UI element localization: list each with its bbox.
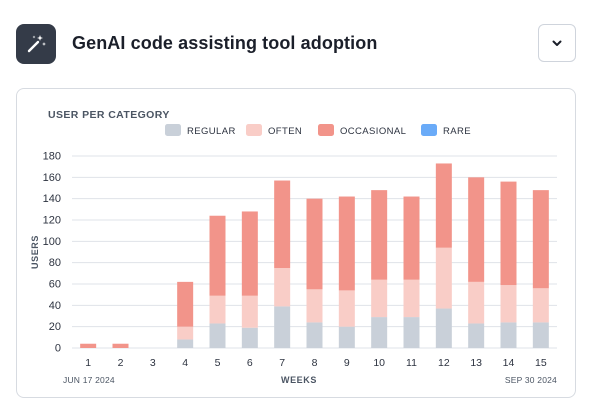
chevron-down-icon: [552, 40, 562, 46]
bar-segment-often[interactable]: [403, 279, 420, 318]
bar-segment-often[interactable]: [274, 268, 291, 307]
collapse-button[interactable]: [538, 24, 576, 62]
bar-segment-regular[interactable]: [177, 339, 194, 348]
bar-segment-occasional[interactable]: [209, 215, 226, 296]
x-end-date-label: SEP 30 2024: [505, 375, 557, 385]
x-tick-label: 14: [503, 357, 515, 369]
legend-label: OCCASIONAL: [340, 126, 406, 137]
bar-segment-regular[interactable]: [500, 322, 517, 348]
legend-item-occasional[interactable]: OCCASIONAL: [318, 124, 406, 137]
bar-segment-occasional[interactable]: [177, 281, 194, 327]
bar-segment-occasional[interactable]: [468, 177, 485, 282]
bar-segment-often[interactable]: [532, 288, 549, 323]
chart-card: USER PER CATEGORY REGULAR OFTEN OCCASIONAL…: [16, 88, 576, 398]
bar-segment-occasional[interactable]: [371, 190, 388, 280]
y-tick-label: 120: [43, 215, 61, 227]
bar-segment-regular[interactable]: [241, 327, 258, 348]
y-tick-label: 60: [49, 279, 61, 291]
bar-segment-regular[interactable]: [209, 323, 226, 348]
y-tick-label: 100: [43, 236, 61, 248]
y-axis-label: USERS: [30, 235, 40, 269]
x-axis-ticks: 1 2 3 4 5 6 7 8 9 10 11 12 13 14 15: [85, 357, 547, 369]
bar-segment-occasional[interactable]: [403, 196, 420, 280]
x-tick-label: 4: [182, 357, 188, 369]
legend-item-often[interactable]: OFTEN: [246, 124, 302, 137]
bar-segment-regular[interactable]: [532, 322, 549, 348]
bar-segment-occasional[interactable]: [500, 181, 517, 286]
x-start-date-label: JUN 17 2024: [63, 375, 115, 385]
legend-swatch: [421, 124, 437, 136]
bar-segment-regular[interactable]: [338, 326, 355, 348]
x-tick-label: 13: [470, 357, 482, 369]
bar-segment-often[interactable]: [371, 279, 388, 318]
y-tick-label: 0: [55, 343, 61, 355]
legend-swatch: [318, 124, 334, 136]
y-tick-label: 40: [49, 300, 61, 312]
x-tick-label: 1: [85, 357, 91, 369]
y-tick-label: 20: [49, 321, 61, 333]
legend-label: REGULAR: [187, 126, 236, 137]
y-axis-ticks: 0 20 40 60 80 100 120 140 160 180: [43, 151, 61, 355]
chart-legend: REGULAR OFTEN OCCASIONAL RARE: [165, 124, 471, 137]
legend-label: OFTEN: [268, 126, 302, 137]
chart-title: USER PER CATEGORY: [48, 109, 170, 121]
widget-title: GenAI code assisting tool adoption: [72, 33, 378, 53]
x-tick-label: 10: [373, 357, 385, 369]
legend-label: RARE: [443, 126, 471, 137]
x-tick-label: 5: [215, 357, 221, 369]
y-tick-label: 140: [43, 193, 61, 205]
bar-segment-often[interactable]: [435, 247, 452, 309]
bar-segment-regular[interactable]: [371, 317, 388, 348]
magic-wand-icon: [16, 24, 56, 64]
bar-segment-regular[interactable]: [306, 322, 323, 348]
bar-segment-occasional[interactable]: [532, 190, 549, 289]
x-axis-label: WEEKS: [281, 375, 317, 385]
bar-segment-often[interactable]: [500, 285, 517, 323]
x-tick-label: 6: [247, 357, 253, 369]
bar-segment-regular[interactable]: [468, 323, 485, 348]
bar-segment-often[interactable]: [468, 281, 485, 324]
bar-segment-occasional[interactable]: [338, 196, 355, 291]
bar-segment-often[interactable]: [306, 289, 323, 323]
x-tick-label: 7: [279, 357, 285, 369]
bar-segment-occasional[interactable]: [435, 163, 452, 248]
bar-segment-occasional[interactable]: [306, 198, 323, 290]
x-tick-label: 9: [344, 357, 350, 369]
x-tick-label: 2: [118, 357, 124, 369]
y-tick-label: 80: [49, 257, 61, 269]
x-tick-label: 8: [312, 357, 318, 369]
x-tick-label: 3: [150, 357, 156, 369]
stacked-bar-chart: USER PER CATEGORY REGULAR OFTEN OCCASIONAL…: [30, 109, 557, 385]
bar-segment-regular[interactable]: [435, 308, 452, 348]
bar-segment-often[interactable]: [209, 295, 226, 324]
bar-segment-often[interactable]: [338, 290, 355, 327]
bar-segment-often[interactable]: [241, 295, 258, 328]
y-tick-label: 180: [43, 151, 61, 163]
widget-header: GenAI code assisting tool adoption: [16, 24, 576, 64]
y-tick-label: 160: [43, 172, 61, 184]
bar-segment-often[interactable]: [177, 326, 194, 340]
bar-segment-occasional[interactable]: [241, 211, 258, 296]
bar-segment-regular[interactable]: [274, 306, 291, 348]
x-tick-label: 11: [406, 357, 417, 369]
bar-segment-occasional[interactable]: [80, 343, 97, 348]
legend-swatch: [165, 124, 181, 136]
x-tick-label: 15: [535, 357, 547, 369]
bar-segment-occasional[interactable]: [274, 180, 291, 268]
chart-bars: [80, 163, 549, 348]
legend-swatch: [246, 124, 262, 136]
bar-segment-occasional[interactable]: [112, 343, 129, 348]
legend-item-regular[interactable]: REGULAR: [165, 124, 236, 137]
legend-item-rare[interactable]: RARE: [421, 124, 471, 137]
x-tick-label: 12: [438, 357, 450, 369]
bar-segment-regular[interactable]: [403, 317, 420, 348]
